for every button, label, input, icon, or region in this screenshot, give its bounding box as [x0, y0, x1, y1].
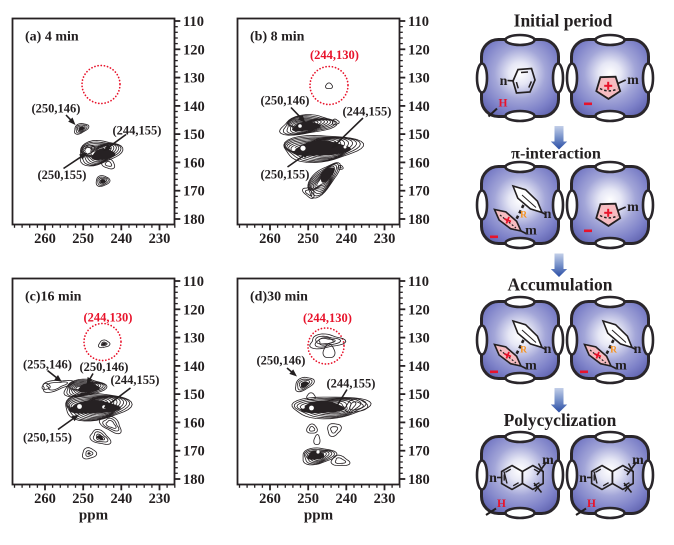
svg-text:120: 120 — [183, 302, 205, 318]
svg-text:260: 260 — [259, 231, 281, 247]
svg-text:(255,146): (255,146) — [23, 357, 72, 371]
svg-text:140: 140 — [408, 359, 430, 375]
svg-text:160: 160 — [408, 155, 430, 171]
svg-text:H: H — [497, 498, 506, 510]
svg-text:(a) 4 min: (a) 4 min — [25, 30, 79, 45]
svg-text:π-interaction: π-interaction — [511, 145, 601, 163]
svg-text:Accumulation: Accumulation — [508, 275, 613, 295]
svg-text:130: 130 — [408, 71, 430, 87]
svg-text:(244,130): (244,130) — [303, 311, 352, 325]
svg-text:R: R — [610, 346, 617, 356]
svg-text:(250,155): (250,155) — [261, 167, 310, 181]
svg-text:120: 120 — [408, 302, 430, 318]
svg-text:180: 180 — [183, 472, 205, 488]
svg-text:230: 230 — [149, 231, 171, 247]
svg-text:180: 180 — [183, 212, 205, 228]
svg-text:n: n — [544, 207, 552, 222]
svg-text:Polycyclization: Polycyclization — [504, 410, 617, 430]
svg-text:m: m — [627, 73, 639, 88]
svg-text:160: 160 — [183, 155, 205, 171]
svg-text:(244,155): (244,155) — [111, 373, 160, 387]
svg-text:R: R — [520, 211, 527, 221]
svg-text:(244,155): (244,155) — [343, 104, 392, 118]
svg-text:(250,155): (250,155) — [23, 430, 72, 444]
svg-text:110: 110 — [408, 274, 429, 290]
svg-text:230: 230 — [374, 491, 396, 507]
svg-text:(250,146): (250,146) — [261, 93, 310, 107]
svg-text:140: 140 — [183, 359, 205, 375]
svg-text:150: 150 — [183, 127, 205, 143]
svg-text:R: R — [520, 346, 527, 356]
svg-text:130: 130 — [183, 331, 205, 347]
svg-text:230: 230 — [374, 231, 396, 247]
svg-text:160: 160 — [183, 415, 205, 431]
svg-text:170: 170 — [408, 444, 430, 460]
svg-text:140: 140 — [408, 99, 430, 115]
svg-text:130: 130 — [183, 71, 205, 87]
svg-text:m: m — [627, 200, 639, 215]
svg-text:(250,146): (250,146) — [32, 101, 81, 115]
svg-text:160: 160 — [408, 415, 430, 431]
svg-text:(b) 8 min: (b) 8 min — [250, 30, 305, 45]
svg-text:240: 240 — [335, 231, 357, 247]
svg-text:120: 120 — [408, 42, 430, 58]
svg-text:m: m — [615, 359, 627, 374]
svg-text:230: 230 — [149, 491, 171, 507]
svg-text:240: 240 — [110, 231, 132, 247]
svg-text:250: 250 — [72, 231, 94, 247]
svg-text:n: n — [579, 471, 587, 486]
svg-text:H: H — [587, 498, 596, 510]
svg-text:ppm: ppm — [304, 508, 334, 524]
svg-text:n: n — [500, 74, 508, 89]
svg-text:250: 250 — [297, 491, 319, 507]
svg-text:180: 180 — [408, 472, 430, 488]
svg-text:170: 170 — [183, 444, 205, 460]
svg-text:m: m — [525, 224, 537, 239]
svg-text:110: 110 — [408, 14, 429, 30]
svg-text:Initial period: Initial period — [514, 11, 613, 31]
svg-text:260: 260 — [34, 491, 56, 507]
svg-text:110: 110 — [183, 14, 204, 30]
svg-text:120: 120 — [183, 42, 205, 58]
svg-text:n: n — [544, 342, 552, 357]
svg-text:170: 170 — [183, 184, 205, 200]
svg-text:(c)16 min: (c)16 min — [25, 290, 82, 305]
svg-text:m: m — [525, 359, 537, 374]
svg-text:240: 240 — [110, 491, 132, 507]
svg-text:150: 150 — [408, 387, 430, 403]
svg-text:ppm: ppm — [79, 508, 109, 524]
svg-text:240: 240 — [335, 491, 357, 507]
svg-text:(250,146): (250,146) — [257, 353, 306, 367]
svg-text:250: 250 — [297, 231, 319, 247]
svg-text:130: 130 — [408, 331, 430, 347]
svg-text:(244,155): (244,155) — [327, 376, 376, 390]
svg-text:180: 180 — [408, 212, 430, 228]
svg-text:110: 110 — [183, 274, 204, 290]
svg-text:150: 150 — [408, 127, 430, 143]
svg-text:250: 250 — [72, 491, 94, 507]
svg-text:150: 150 — [183, 387, 205, 403]
svg-text:(250,146): (250,146) — [80, 360, 129, 374]
svg-text:170: 170 — [408, 184, 430, 200]
svg-text:140: 140 — [183, 99, 205, 115]
svg-text:260: 260 — [34, 231, 56, 247]
svg-text:(244,155): (244,155) — [113, 123, 162, 137]
svg-text:(d)30 min: (d)30 min — [250, 290, 308, 305]
svg-text:(244,130): (244,130) — [84, 310, 133, 324]
svg-text:H: H — [499, 97, 508, 109]
svg-text:(244,130): (244,130) — [310, 48, 359, 62]
svg-text:n: n — [489, 471, 497, 486]
svg-text:(250,155): (250,155) — [38, 168, 87, 182]
svg-text:260: 260 — [259, 491, 281, 507]
svg-text:n: n — [634, 342, 642, 357]
